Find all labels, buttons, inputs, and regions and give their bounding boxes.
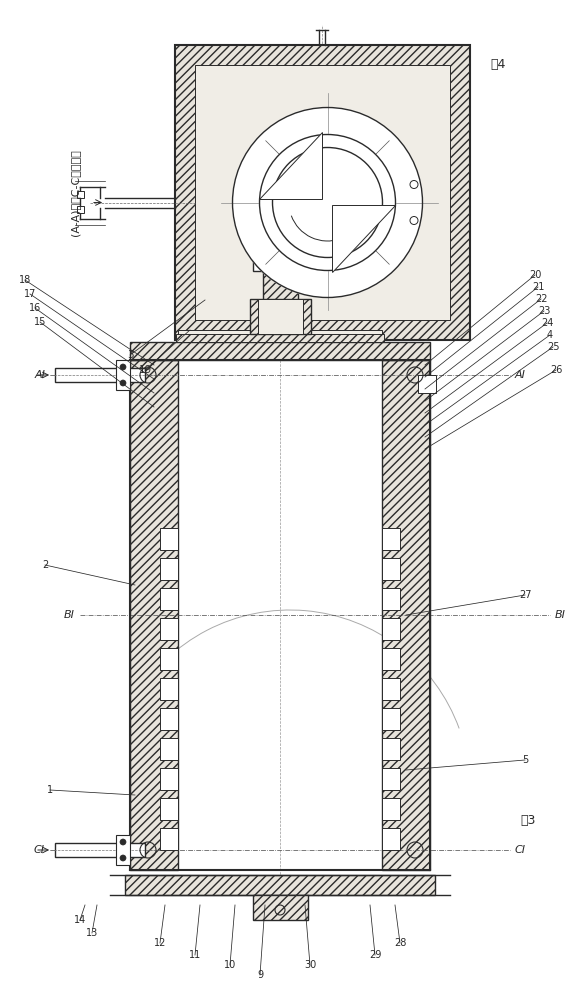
Text: 18: 18 <box>19 275 31 285</box>
Circle shape <box>120 855 126 861</box>
Bar <box>418 375 436 393</box>
Circle shape <box>273 147 383 257</box>
Bar <box>382 828 400 850</box>
Bar <box>253 895 308 920</box>
Text: 24: 24 <box>541 318 553 328</box>
Text: 19: 19 <box>139 365 152 375</box>
Bar <box>258 299 303 334</box>
Bar <box>178 330 382 342</box>
Bar <box>55 843 145 857</box>
Text: 5: 5 <box>522 755 528 765</box>
Bar <box>382 798 400 820</box>
Bar <box>77 190 84 198</box>
Text: 27: 27 <box>519 590 531 600</box>
Bar <box>55 368 145 382</box>
Text: 1: 1 <box>47 785 53 795</box>
Bar <box>160 678 178 700</box>
Text: 25: 25 <box>547 342 559 352</box>
Bar <box>382 648 400 670</box>
Text: 3: 3 <box>127 350 133 360</box>
Text: 26: 26 <box>550 365 562 375</box>
Polygon shape <box>260 132 322 200</box>
Text: 28: 28 <box>394 938 406 948</box>
Bar <box>160 528 178 550</box>
Text: 23: 23 <box>538 306 550 316</box>
Bar <box>160 648 178 670</box>
Text: 20: 20 <box>529 270 541 280</box>
Text: 17: 17 <box>24 289 36 299</box>
Bar <box>263 251 298 259</box>
Text: 15: 15 <box>34 317 46 327</box>
Bar <box>160 798 178 820</box>
Bar <box>175 45 470 340</box>
Bar <box>160 618 178 640</box>
Polygon shape <box>332 206 395 272</box>
Bar <box>160 768 178 790</box>
Text: CI: CI <box>34 845 45 855</box>
Bar <box>382 708 400 730</box>
Circle shape <box>120 364 126 370</box>
Text: 16: 16 <box>29 303 41 313</box>
Text: 29: 29 <box>369 950 381 960</box>
Text: 21: 21 <box>532 282 544 292</box>
Circle shape <box>260 134 395 270</box>
Bar <box>116 835 130 865</box>
Circle shape <box>120 380 126 386</box>
Text: AI: AI <box>34 370 45 380</box>
Text: 图4: 图4 <box>490 58 505 72</box>
Bar <box>130 342 430 360</box>
Text: 9: 9 <box>257 970 263 980</box>
Bar <box>253 259 308 271</box>
Circle shape <box>232 107 422 298</box>
Text: 10: 10 <box>224 960 236 970</box>
Bar <box>125 875 435 895</box>
Text: 12: 12 <box>154 938 166 948</box>
Bar <box>382 558 400 580</box>
Bar <box>250 299 311 334</box>
Text: 4: 4 <box>547 330 553 340</box>
Bar <box>160 828 178 850</box>
Bar <box>160 588 178 610</box>
Bar <box>382 528 400 550</box>
Text: CI: CI <box>515 845 526 855</box>
Bar <box>195 65 450 320</box>
Bar <box>178 360 382 870</box>
Bar <box>160 558 178 580</box>
Text: (A-A)和（C-C）剔视图: (A-A)和（C-C）剔视图 <box>70 149 80 236</box>
Bar <box>382 360 430 870</box>
Bar <box>382 678 400 700</box>
Bar <box>130 360 178 870</box>
Bar <box>382 768 400 790</box>
Text: 30: 30 <box>304 960 316 970</box>
Bar <box>160 708 178 730</box>
Bar <box>160 738 178 760</box>
Bar <box>77 206 84 213</box>
Bar <box>382 738 400 760</box>
Text: AI: AI <box>515 370 526 380</box>
Bar <box>263 271 298 299</box>
Text: 11: 11 <box>189 950 201 960</box>
Text: 14: 14 <box>74 915 86 925</box>
Text: 22: 22 <box>535 294 547 304</box>
Bar <box>116 360 130 390</box>
Text: 13: 13 <box>86 928 98 938</box>
Text: BI: BI <box>64 610 75 620</box>
Text: 图3: 图3 <box>520 814 535 826</box>
Circle shape <box>120 839 126 845</box>
Text: 2: 2 <box>42 560 48 570</box>
Bar <box>382 588 400 610</box>
Bar <box>382 618 400 640</box>
Text: BI: BI <box>555 610 566 620</box>
Bar <box>176 334 384 342</box>
